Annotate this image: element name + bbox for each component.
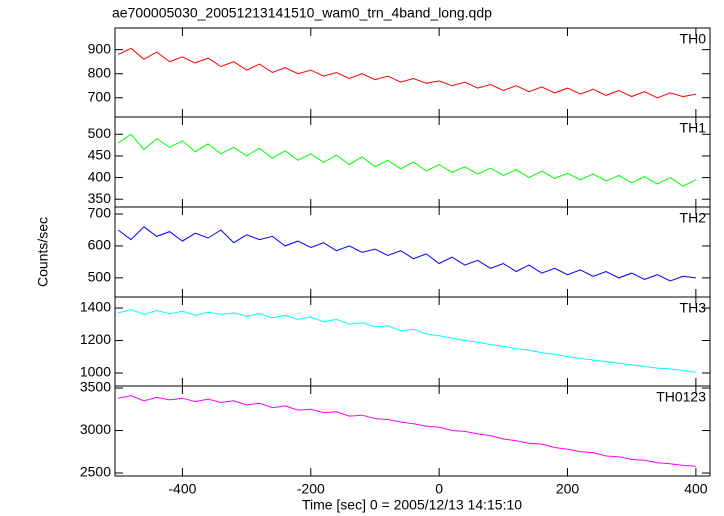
y-tick-label: 3500 — [80, 379, 111, 395]
series-label: TH0123 — [656, 389, 706, 405]
light-curve — [117, 226, 696, 282]
y-tick-label: 800 — [88, 64, 112, 80]
y-tick-label: 1000 — [80, 364, 111, 380]
y-axis-label: Counts/sec — [35, 217, 51, 287]
series-label: TH1 — [680, 120, 707, 136]
light-curve — [118, 309, 696, 373]
x-tick-label: 0 — [435, 481, 443, 497]
y-tick-label: 1200 — [80, 331, 111, 347]
y-tick-label: 900 — [88, 40, 112, 56]
light-curve — [118, 395, 696, 467]
x-axis-label: Time [sec] 0 = 2005/12/13 14:15:10 — [302, 497, 522, 513]
y-tick-label: 1400 — [80, 299, 111, 315]
series-label: TH0 — [680, 31, 707, 47]
x-tick-label: -400 — [168, 481, 196, 497]
panel-frame — [114, 27, 711, 118]
light-curve — [117, 133, 697, 187]
y-tick-label: 3000 — [80, 421, 111, 437]
chart-title: ae700005030_20051213141510_wam0_trn_4ban… — [112, 5, 492, 21]
y-tick-label: 450 — [88, 147, 112, 163]
panel-frame — [114, 296, 711, 387]
y-tick-label: 700 — [88, 88, 112, 104]
series-label: TH3 — [680, 300, 707, 316]
x-tick-label: -200 — [297, 481, 325, 497]
panel-frame — [114, 206, 711, 298]
x-tick-label: 200 — [556, 481, 580, 497]
y-tick-label: 500 — [88, 125, 112, 141]
x-tick-label: 400 — [684, 481, 708, 497]
y-tick-label: 400 — [88, 168, 112, 184]
light-curve — [117, 47, 696, 99]
y-tick-label: 600 — [88, 237, 112, 253]
y-tick-label: 2500 — [80, 464, 111, 480]
y-tick-label: 350 — [88, 190, 112, 206]
series-label: TH2 — [680, 210, 707, 226]
y-tick-label: 500 — [88, 269, 112, 285]
y-tick-label: 700 — [88, 205, 112, 221]
